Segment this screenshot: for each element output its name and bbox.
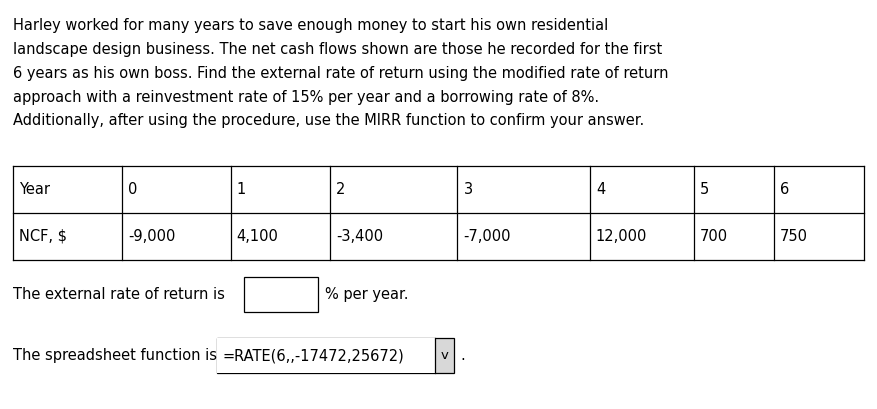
Text: The external rate of return is: The external rate of return is xyxy=(13,287,230,302)
Text: 750: 750 xyxy=(781,229,809,244)
Text: NCF, $: NCF, $ xyxy=(19,229,68,244)
Text: -7,000: -7,000 xyxy=(464,229,511,244)
Bar xyxy=(217,339,454,373)
Text: v: v xyxy=(441,349,448,362)
Text: 6: 6 xyxy=(781,182,789,197)
Text: =RATE(6,,-17472,25672): =RATE(6,,-17472,25672) xyxy=(223,348,404,363)
Text: The spreadsheet function is: The spreadsheet function is xyxy=(13,348,222,363)
Text: Additionally, after using the procedure, use the MIRR function to confirm your a: Additionally, after using the procedure,… xyxy=(13,113,645,128)
Text: 0: 0 xyxy=(128,182,138,197)
Text: 5: 5 xyxy=(700,182,709,197)
Text: .: . xyxy=(460,348,465,363)
Text: Harley worked for many years to save enough money to start his own residential: Harley worked for many years to save eno… xyxy=(13,18,609,34)
Text: % per year.: % per year. xyxy=(325,287,409,302)
Text: approach with a reinvestment rate of 15% per year and a borrowing rate of 8%.: approach with a reinvestment rate of 15%… xyxy=(13,90,599,105)
Bar xyxy=(217,339,435,373)
Text: 6 years as his own boss. Find the external rate of return using the modified rat: 6 years as his own boss. Find the extern… xyxy=(13,66,668,81)
Text: 2: 2 xyxy=(336,182,346,197)
Text: 4,100: 4,100 xyxy=(237,229,279,244)
Text: Year: Year xyxy=(19,182,50,197)
Text: 700: 700 xyxy=(700,229,728,244)
Text: landscape design business. The net cash flows shown are those he recorded for th: landscape design business. The net cash … xyxy=(13,42,662,57)
Text: 1: 1 xyxy=(237,182,246,197)
Text: 12,000: 12,000 xyxy=(595,229,647,244)
Text: -3,400: -3,400 xyxy=(336,229,383,244)
Bar xyxy=(244,277,318,312)
Text: -9,000: -9,000 xyxy=(128,229,175,244)
Text: 4: 4 xyxy=(595,182,605,197)
Text: 3: 3 xyxy=(464,182,473,197)
